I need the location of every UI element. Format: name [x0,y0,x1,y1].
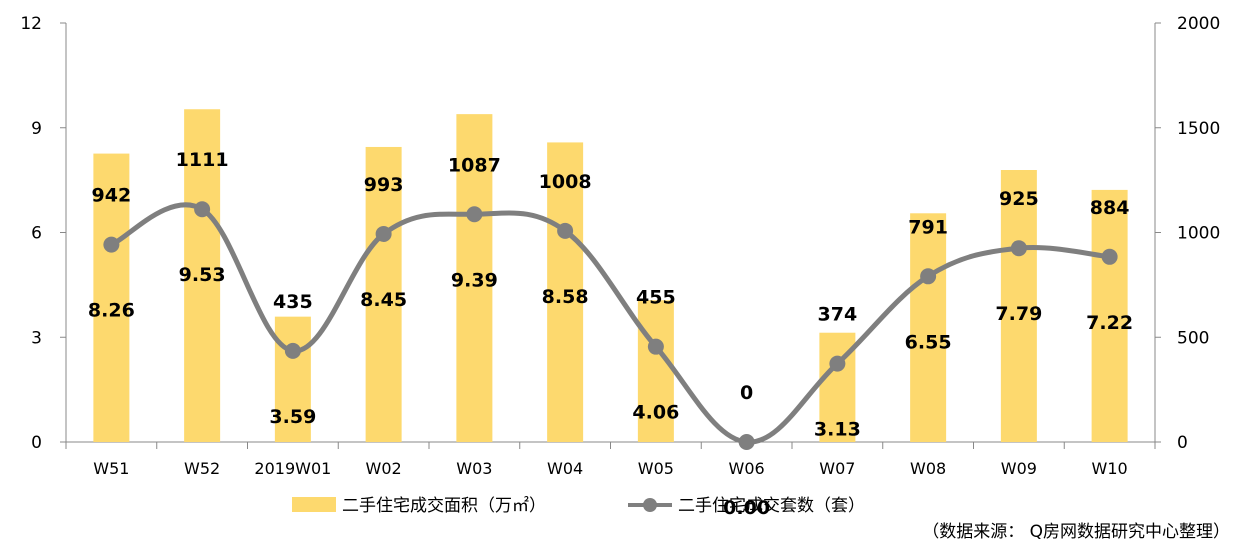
bar-value-label: 8.58 [542,286,589,308]
y-right-tick-label: 1500 [1177,119,1220,139]
line-point [1101,248,1118,265]
x-tick-label: W52 [184,459,220,478]
legend-line-marker [643,498,657,512]
x-tick-label: W04 [547,459,583,478]
data-labels: 8.26 9.53 3.59 8.45 9.39 8.58 4.06 0.00 3.13 6.55… [88,149,1133,519]
line-value-label: 374 [818,304,858,326]
line-value-label: 1087 [448,154,501,176]
bar-value-label: 9.53 [179,264,226,286]
x-tick-label: W03 [456,459,492,478]
x-axis-ticks: W51 W52 2019W01 W02 W03 W04 W05 W06 W07 W08 W09 W10 [93,459,1127,478]
line-value-label: 884 [1090,197,1130,219]
line-value-label: 925 [999,188,1039,210]
x-tick-label: 2019W01 [254,459,331,478]
x-tick-label: W08 [910,459,946,478]
bar [1000,169,1037,443]
line-point [284,342,301,359]
line-value-label: 1111 [176,149,229,171]
bar-value-label: 4.06 [632,402,679,424]
x-tick-label: W07 [819,459,855,478]
line-point [829,355,846,372]
bar-value-label: 9.39 [451,269,498,291]
bar [637,300,674,442]
bar [910,213,947,442]
bar [1091,189,1128,442]
line-value-label: 993 [364,174,404,196]
line-point [194,201,211,218]
y-right-tick-label: 2000 [1177,14,1220,34]
y-right-tick-label: 0 [1177,433,1188,453]
x-tick-label: W02 [366,459,402,478]
y-left-tick-label: 0 [31,433,42,453]
y-left-tick-label: 12 [20,14,42,34]
line-value-label: 455 [636,287,676,309]
bar [456,114,493,442]
line-value-label: 0 [740,382,753,404]
x-tick-label: W10 [1092,459,1128,478]
y-left-tick-label: 6 [31,224,42,244]
y-right-tick-label: 1000 [1177,224,1220,244]
bar-value-label: 3.13 [814,419,861,441]
x-tick-label: W05 [638,459,674,478]
bar-value-label: 3.59 [269,406,316,428]
y-left-tick-label: 3 [31,328,42,348]
legend-line-label: 二手住宅成交套数（套） [678,496,865,516]
y-right-tick-label: 500 [1177,328,1209,348]
x-tick-label: W06 [729,459,765,478]
axes: 0 3 6 9 12 0 500 1000 1500 2000 [20,14,1220,453]
source-note: （数据来源： Q房网数据研究中心整理） [922,522,1230,542]
line-point [557,222,574,239]
line-point [647,338,664,355]
x-tick-label: W09 [1001,459,1037,478]
bar-value-label: 8.26 [88,300,135,322]
line-point [375,225,392,242]
bar-value-label: 6.55 [905,331,952,353]
legend-bar-label: 二手住宅成交面积（万㎡） [342,496,546,516]
bar-value-label: 8.45 [360,289,407,311]
bar [184,109,221,442]
line-point [103,236,120,253]
line-series [103,201,1118,450]
bar-series [93,109,1128,443]
line-value-label: 791 [908,216,948,238]
legend: 二手住宅成交面积（万㎡） 二手住宅成交套数（套） [292,496,865,516]
bar [93,153,130,443]
line-path [108,202,1113,445]
line-point [738,434,755,450]
x-tick-label: W51 [93,459,129,478]
line-value-label: 942 [92,185,132,207]
bar [365,146,402,442]
bar-value-label: 7.22 [1086,312,1133,334]
legend-bar-swatch [292,497,336,512]
line-point [466,206,483,223]
line-point [1010,240,1027,257]
bar [274,316,311,442]
bar [547,142,584,443]
y-left-tick-label: 9 [31,119,42,139]
bar-value-label: 0.00 [723,497,770,519]
bar-value-label: 7.79 [995,303,1042,325]
line-value-label: 1008 [539,171,592,193]
line-value-label: 435 [273,291,313,313]
line-point [920,268,937,285]
